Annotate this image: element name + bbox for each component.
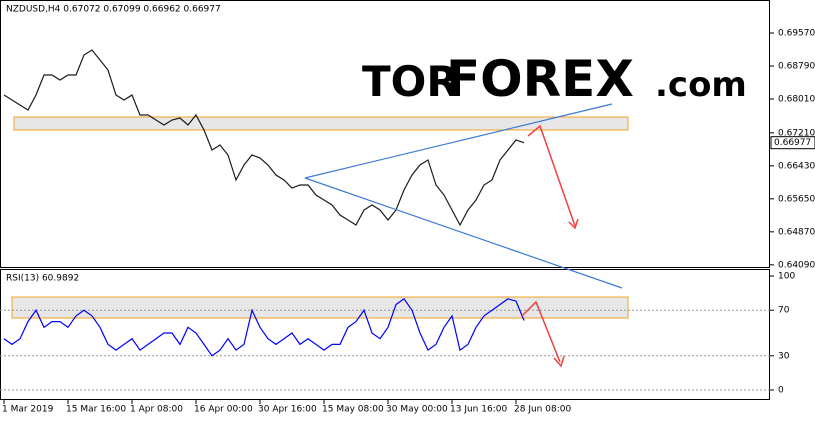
trend-line-lower (304, 177, 623, 289)
arrow-head (553, 355, 565, 368)
data-layer (0, 49, 770, 391)
logo-brand: FOREX (446, 50, 634, 108)
y-tick-label: 0.64090 (778, 260, 815, 270)
rsi-zone (11, 296, 629, 319)
y-tick-label: 0.67210 (778, 128, 815, 138)
chart-title: NZDUSD,H4 0.67072 0.67099 0.66962 0.6697… (6, 5, 221, 15)
y-tick-label: 70 (778, 306, 790, 316)
watermark: TOR FOREX .com (362, 50, 747, 108)
x-tick-label: 28 Jun 08:00 (514, 405, 571, 415)
x-tick-label: 1 Mar 2019 (2, 405, 54, 415)
x-tick-label: 30 Apr 16:00 (258, 405, 317, 415)
y-tick-label: 0.65650 (778, 194, 815, 204)
y-tick-label: 0.64870 (778, 227, 815, 237)
arrow-head (568, 218, 579, 230)
main-panel (0, 0, 770, 268)
forecast-arrow (527, 124, 576, 227)
x-tick-label: 30 May 00:00 (386, 405, 448, 415)
logo-prefix: TOR (362, 57, 459, 106)
y-tick-label: 30 (778, 351, 790, 361)
trend-line-upper (304, 103, 613, 179)
y-tick-label: 0.66430 (778, 161, 815, 171)
rsi-forecast-arrow (521, 300, 561, 363)
price-line (3, 49, 525, 227)
y-tick-label: 100 (778, 272, 795, 282)
y-tick-label: 0.68010 (778, 94, 815, 104)
y-tick-label: 0.69570 (778, 28, 815, 38)
x-tick-label: 1 Apr 08:00 (130, 405, 183, 415)
x-tick-label: 15 May 08:00 (322, 405, 384, 415)
resistance-zone (13, 116, 629, 131)
forecast-arrows (521, 124, 579, 368)
x-tick-label: 16 Apr 00:00 (194, 405, 253, 415)
price-line (3, 297, 525, 357)
x-tick-label: 15 Mar 16:00 (66, 405, 126, 415)
rsi-panel (0, 269, 770, 400)
rsi-title: RSI(13) 60.9892 (6, 274, 79, 284)
logo-suffix: .com (655, 65, 747, 105)
y-tick-label: 0 (778, 385, 784, 395)
last-price-box (770, 136, 815, 150)
x-tick-label: 13 Jun 16:00 (450, 405, 507, 415)
last-price-label: 0.66977 (774, 138, 811, 148)
y-tick-label: 0.68790 (778, 61, 815, 71)
